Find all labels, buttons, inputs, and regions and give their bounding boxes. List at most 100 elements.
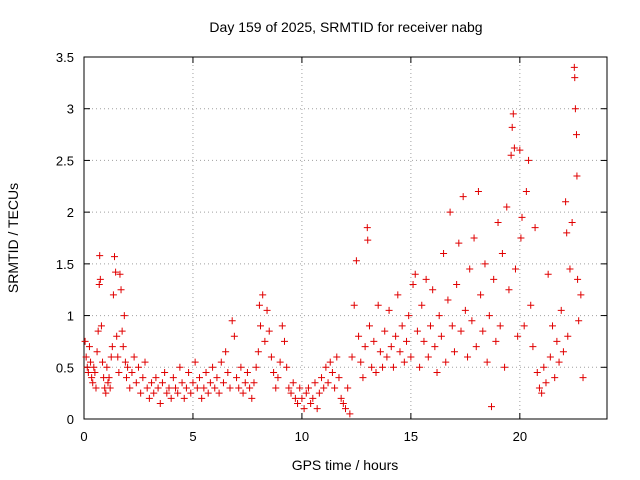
plus-marker: [180, 394, 188, 402]
data-point: [318, 374, 326, 382]
data-point: [372, 368, 380, 376]
data-point: [365, 322, 373, 330]
plus-marker: [466, 265, 474, 273]
data-point: [219, 379, 227, 387]
plus-marker: [557, 306, 565, 314]
data-point: [178, 379, 186, 387]
plus-marker: [571, 105, 579, 113]
data-point: [134, 363, 142, 371]
data-point: [213, 374, 221, 382]
plus-marker: [120, 312, 128, 320]
data-point: [145, 394, 153, 402]
plus-marker: [87, 358, 95, 366]
y-tick-label: 2: [67, 205, 74, 220]
plus-marker: [535, 384, 543, 392]
data-point: [328, 368, 336, 376]
data-point: [333, 353, 341, 361]
y-tick-label: 3: [67, 102, 74, 117]
plus-marker: [96, 252, 104, 260]
data-point: [464, 353, 472, 361]
plus-marker: [426, 322, 434, 330]
data-point: [122, 374, 130, 382]
data-point: [368, 363, 376, 371]
plus-marker: [248, 394, 256, 402]
plus-marker: [202, 368, 210, 376]
plus-marker: [274, 374, 282, 382]
data-point: [81, 337, 89, 345]
data-point: [270, 368, 278, 376]
data-point: [389, 363, 397, 371]
plus-marker: [339, 399, 347, 407]
plus-marker: [304, 384, 312, 392]
data-point: [407, 353, 415, 361]
plus-marker: [154, 384, 162, 392]
data-point: [117, 286, 125, 294]
y-tick-label: 0: [67, 412, 74, 427]
data-point: [261, 337, 269, 345]
plus-marker: [405, 312, 413, 320]
data-point: [235, 384, 243, 392]
data-point: [280, 337, 288, 345]
data-point: [228, 317, 236, 325]
plus-marker: [114, 353, 122, 361]
y-axis-label: SRMTID / TECUs: [5, 183, 21, 293]
plus-marker: [97, 322, 105, 330]
plus-marker: [81, 337, 89, 345]
plus-marker: [195, 374, 203, 382]
grid-lines: [84, 57, 607, 419]
data-point: [442, 358, 450, 366]
data-point: [374, 301, 382, 309]
plus-marker: [352, 257, 360, 265]
data-point: [361, 343, 369, 351]
plus-marker: [433, 368, 441, 376]
plus-marker: [152, 374, 160, 382]
data-point: [444, 296, 452, 304]
plus-marker: [161, 368, 169, 376]
data-point: [396, 348, 404, 356]
data-point: [148, 379, 156, 387]
data-point: [525, 156, 533, 164]
plus-marker: [83, 363, 91, 371]
plus-marker: [517, 234, 525, 242]
data-point: [508, 123, 516, 131]
data-point: [466, 265, 474, 273]
data-point: [418, 301, 426, 309]
data-point: [200, 384, 208, 392]
plus-marker: [396, 348, 404, 356]
plus-marker: [189, 379, 197, 387]
plus-marker: [508, 123, 516, 131]
data-point: [115, 368, 123, 376]
plus-marker: [230, 332, 238, 340]
data-point: [535, 384, 543, 392]
plus-marker: [250, 379, 258, 387]
data-point: [468, 317, 476, 325]
data-point: [103, 363, 111, 371]
plus-marker: [553, 337, 561, 345]
data-point: [198, 394, 206, 402]
plus-marker: [518, 213, 526, 221]
data-point: [405, 312, 413, 320]
plus-marker: [167, 394, 175, 402]
data-point: [150, 389, 158, 397]
data-point: [538, 389, 546, 397]
data-point: [381, 327, 389, 335]
data-point: [533, 368, 541, 376]
plus-marker: [211, 384, 219, 392]
data-point: [143, 384, 151, 392]
data-point: [250, 379, 258, 387]
data-point: [252, 363, 260, 371]
data-point: [411, 270, 419, 278]
data-point: [570, 63, 578, 71]
data-point: [577, 291, 585, 299]
data-point: [501, 363, 509, 371]
data-point: [453, 281, 461, 289]
data-point: [139, 374, 147, 382]
plus-marker: [222, 348, 230, 356]
plus-marker: [117, 286, 125, 294]
data-point: [239, 389, 247, 397]
data-point: [174, 389, 182, 397]
data-point: [124, 363, 132, 371]
plus-marker: [551, 374, 559, 382]
plus-marker: [291, 394, 299, 402]
x-tick-label: 5: [189, 429, 196, 444]
